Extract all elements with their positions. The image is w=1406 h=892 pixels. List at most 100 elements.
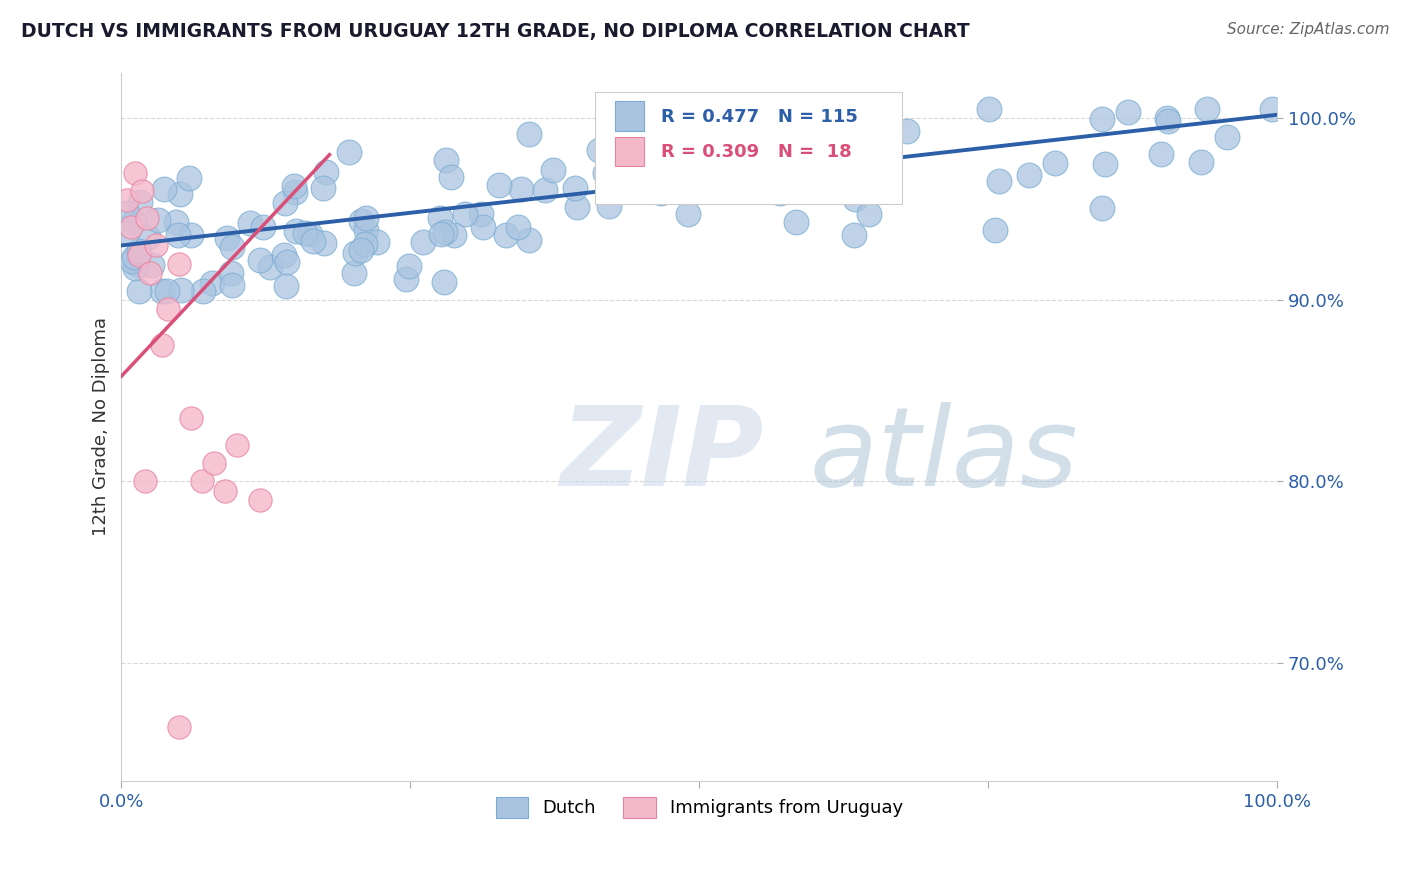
Point: [294, 226, 316, 240]
Point: [115, 193, 138, 207]
Point: [785, 125, 807, 139]
FancyBboxPatch shape: [614, 102, 644, 131]
Point: [453, 207, 475, 221]
Point: [128, 284, 150, 298]
Point: [344, 246, 367, 260]
Point: [115, 226, 138, 240]
Point: [366, 235, 388, 250]
Text: Source: ZipAtlas.com: Source: ZipAtlas.com: [1226, 22, 1389, 37]
Point: [202, 456, 225, 470]
Point: [124, 166, 146, 180]
Text: R = 0.309   N =  18: R = 0.309 N = 18: [661, 144, 852, 161]
Point: [169, 187, 191, 202]
Point: [631, 183, 654, 197]
Point: [838, 122, 860, 136]
Point: [744, 149, 766, 163]
Point: [141, 258, 163, 272]
Point: [191, 475, 214, 489]
Point: [191, 284, 214, 298]
Point: [668, 145, 690, 159]
Point: [858, 207, 880, 221]
Point: [150, 284, 173, 298]
Point: [284, 223, 307, 237]
Point: [1018, 168, 1040, 182]
Point: [769, 186, 792, 200]
Point: [517, 128, 540, 142]
Point: [337, 145, 360, 160]
Point: [146, 212, 169, 227]
Point: [150, 338, 173, 352]
Point: [135, 211, 157, 226]
Point: [495, 228, 517, 243]
Point: [824, 143, 846, 157]
Point: [215, 230, 238, 244]
Point: [510, 182, 533, 196]
Point: [471, 219, 494, 234]
Point: [124, 250, 146, 264]
Point: [152, 182, 174, 196]
Point: [831, 139, 853, 153]
Point: [180, 411, 202, 425]
Point: [395, 271, 418, 285]
Point: [350, 214, 373, 228]
Point: [433, 225, 456, 239]
Point: [1189, 155, 1212, 169]
Point: [177, 171, 200, 186]
Point: [1116, 105, 1139, 120]
Point: [252, 220, 274, 235]
Point: [432, 275, 454, 289]
Point: [1150, 146, 1173, 161]
Point: [170, 284, 193, 298]
Point: [565, 200, 588, 214]
Point: [650, 186, 672, 200]
Point: [430, 227, 453, 241]
Point: [434, 153, 457, 167]
Point: [979, 103, 1001, 117]
Text: DUTCH VS IMMIGRANTS FROM URUGUAY 12TH GRADE, NO DIPLOMA CORRELATION CHART: DUTCH VS IMMIGRANTS FROM URUGUAY 12TH GR…: [21, 22, 970, 41]
Point: [314, 236, 336, 251]
Point: [488, 178, 510, 193]
Point: [239, 216, 262, 230]
FancyBboxPatch shape: [595, 92, 901, 204]
Point: [249, 253, 271, 268]
Point: [219, 266, 242, 280]
Point: [221, 240, 243, 254]
Text: atlas: atlas: [810, 401, 1078, 508]
Point: [283, 178, 305, 193]
FancyBboxPatch shape: [614, 136, 644, 167]
Point: [440, 170, 463, 185]
Point: [342, 266, 364, 280]
Point: [274, 279, 297, 293]
Point: [276, 255, 298, 269]
Point: [298, 227, 321, 241]
Point: [115, 205, 138, 219]
Point: [1156, 111, 1178, 125]
Point: [398, 259, 420, 273]
Point: [1043, 155, 1066, 169]
Point: [1195, 103, 1218, 117]
Point: [470, 206, 492, 220]
Point: [214, 483, 236, 498]
Point: [315, 165, 337, 179]
Point: [122, 214, 145, 228]
Point: [828, 170, 851, 185]
Point: [311, 181, 333, 195]
Point: [844, 192, 866, 206]
Point: [201, 276, 224, 290]
Point: [412, 235, 434, 250]
Point: [896, 124, 918, 138]
Point: [588, 143, 610, 157]
Point: [166, 228, 188, 243]
Point: [1216, 129, 1239, 144]
Point: [641, 177, 664, 191]
Point: [1094, 157, 1116, 171]
Point: [128, 244, 150, 258]
Point: [429, 211, 451, 226]
Point: [534, 183, 557, 197]
Point: [167, 719, 190, 733]
Point: [350, 243, 373, 257]
Point: [517, 233, 540, 247]
Point: [180, 228, 202, 243]
Point: [598, 199, 620, 213]
Point: [273, 195, 295, 210]
